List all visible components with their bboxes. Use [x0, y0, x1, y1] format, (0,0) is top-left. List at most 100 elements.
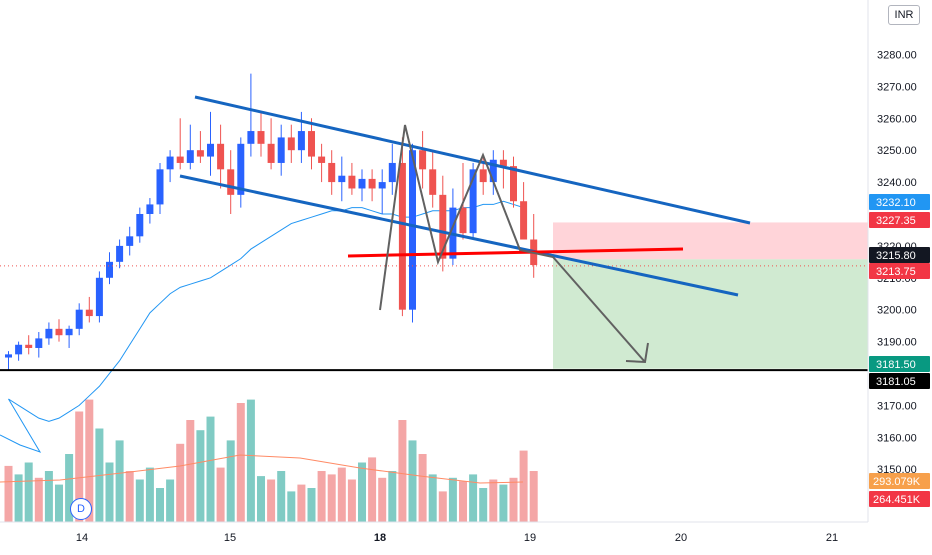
x-tick-label: 18: [374, 532, 386, 544]
volume-ma-line: [0, 454, 524, 484]
candle: [186, 150, 194, 163]
candle: [429, 169, 437, 195]
candle: [479, 169, 487, 183]
candle: [45, 328, 53, 339]
price-label-bg: [869, 247, 930, 263]
volume-bar: [327, 474, 336, 522]
candle: [257, 131, 265, 144]
projection-arrow: [552, 256, 646, 363]
candle: [95, 277, 103, 317]
volume-bar: [519, 450, 528, 522]
candle: [499, 159, 507, 167]
x-tick-label: 20: [675, 532, 687, 544]
volume-bar: [105, 462, 114, 522]
price-label: 3181.50: [876, 359, 916, 371]
candle: [25, 344, 33, 348]
resistance-line: [347, 247, 684, 258]
volume-bar: [307, 488, 316, 522]
volume-bar: [135, 479, 144, 522]
candle: [409, 150, 416, 310]
volume-bar: [398, 420, 407, 522]
volume-bar: [267, 479, 276, 522]
volume-bar: [529, 471, 538, 522]
candle: [237, 143, 245, 195]
stop-loss-zone: [553, 222, 868, 260]
volume-bar: [145, 467, 154, 522]
candle: [358, 178, 366, 189]
candle: [267, 143, 275, 163]
volume-bar: [388, 471, 397, 522]
volume-bar: [428, 474, 437, 522]
volume-bar: [196, 430, 205, 522]
moving-average-line: [8, 200, 524, 422]
price-label-bg: [869, 212, 930, 228]
volume-bar: [206, 416, 215, 522]
candle: [308, 131, 315, 157]
volume-label-bg: [869, 491, 930, 507]
volume-bar: [115, 440, 124, 522]
volume-label-bg: [869, 473, 930, 489]
volume-bar: [358, 462, 366, 522]
y-tick-label: 3280.00: [877, 49, 917, 61]
volume-bar: [509, 477, 518, 522]
volume-bar: [347, 479, 356, 522]
price-label: 3213.75: [876, 266, 916, 278]
volume-bar: [337, 467, 346, 522]
volume-bar: [14, 474, 23, 522]
y-tick-label: 3260.00: [877, 113, 917, 125]
candle: [146, 204, 154, 214]
candle: [277, 137, 285, 163]
price-label-bg: [869, 194, 930, 210]
volume-bar: [368, 457, 377, 522]
channel-lower-line: [179, 174, 739, 297]
volume-bar: [186, 420, 195, 522]
volume-bar: [34, 477, 43, 522]
volume-bar: [166, 479, 175, 522]
y-tick-label: 3190.00: [877, 337, 917, 349]
y-tick-label: 3170.00: [877, 400, 917, 412]
x-tick-label: 21: [826, 532, 838, 544]
price-label-bg: [869, 373, 930, 389]
pattern-zigzag: [379, 124, 554, 311]
y-tick-label: 3250.00: [877, 145, 917, 157]
symbol-badge[interactable]: D: [70, 498, 92, 520]
channel-upper-line: [194, 95, 751, 225]
volume-bar: [297, 484, 306, 522]
volume-bar: [85, 399, 94, 522]
candle: [136, 213, 144, 237]
volume-bar: [257, 476, 265, 522]
volume-bar: [24, 462, 33, 522]
candle: [176, 156, 184, 163]
candle: [520, 201, 528, 240]
volume-bar: [156, 488, 164, 522]
candle: [439, 194, 447, 259]
candle: [166, 156, 174, 170]
price-label-bg: [869, 356, 930, 372]
x-tick-label: 15: [224, 532, 236, 544]
candle: [388, 162, 396, 183]
candle: [156, 169, 164, 205]
candle: [459, 207, 467, 234]
volume-bar: [459, 481, 467, 522]
candle: [328, 162, 336, 183]
volume-bar: [236, 403, 245, 522]
price-label: 3232.10: [876, 197, 916, 209]
candle: [65, 328, 73, 336]
candle: [318, 156, 326, 163]
candle: [217, 143, 225, 170]
target-zone: [553, 259, 868, 369]
volume-bar: [277, 471, 286, 522]
volume-bar: [438, 491, 447, 522]
candle: [297, 131, 305, 151]
candle: [106, 261, 113, 278]
currency-badge[interactable]: INR: [888, 5, 920, 25]
volume-bar: [246, 399, 255, 522]
y-tick-label: 3160.00: [877, 432, 917, 444]
volume-bar: [469, 474, 478, 522]
volume-bar: [408, 440, 417, 522]
volume-bar: [216, 467, 225, 522]
candle: [5, 354, 12, 358]
candle: [338, 175, 346, 183]
